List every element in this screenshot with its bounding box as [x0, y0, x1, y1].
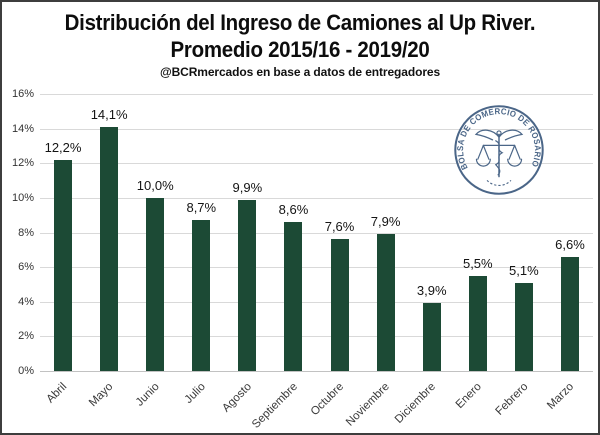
bar-febrero: [514, 282, 533, 371]
bar-abril: [54, 159, 73, 371]
y-axis-tick-label: 10%: [11, 191, 34, 204]
bar-value-label: 8,6%: [278, 202, 309, 218]
bcr-rosario-seal-logo: BOLSA DE COMERCIO DE ROSARIO: [453, 104, 545, 196]
gridline: [40, 94, 593, 95]
bar-marzo: [560, 256, 579, 371]
y-axis-tick-label: 8%: [18, 226, 34, 239]
gridline: [40, 163, 593, 165]
bar-diciembre: [422, 303, 441, 371]
seal-bottom-ornament: [486, 179, 512, 187]
y-axis-tick-label: 16%: [11, 88, 34, 100]
y-axis-tick-label: 0%: [18, 365, 34, 377]
bar-septiembre: [284, 222, 303, 371]
x-axis-label: Julio: [182, 380, 208, 406]
y-axis-tick-label: 2%: [18, 330, 34, 343]
x-axis-label: Abril: [44, 380, 70, 406]
bar-value-label: 12,2%: [44, 139, 82, 155]
x-axis-label: Octubre: [308, 380, 346, 419]
y-axis-tick-label: 6%: [18, 261, 34, 274]
x-axis-label: Febrero: [493, 380, 531, 418]
scales-icon: [475, 144, 523, 167]
x-axis-label: Septiembre: [249, 380, 300, 431]
bar-value-label: 14,1%: [90, 106, 128, 122]
bar-value-label: 6,6%: [555, 236, 585, 252]
bar-julio: [192, 220, 211, 371]
gridline: [40, 371, 593, 372]
y-axis-tick-label: 12%: [11, 157, 34, 170]
bar-mayo: [100, 126, 119, 371]
x-axis-label: Mayo: [86, 380, 116, 410]
x-axis-label: Diciembre: [392, 380, 438, 426]
chart-header: Distribución del Ingreso de Camiones al …: [2, 9, 598, 79]
x-axis-label: Junio: [133, 380, 162, 409]
y-axis-tick-label: 14%: [11, 122, 34, 135]
bar-value-label: 5,1%: [509, 262, 539, 278]
chart-title-line2: Promedio 2015/16 - 2019/20: [170, 37, 430, 62]
chart-title-line1: Distribución del Ingreso de Camiones al …: [64, 10, 536, 35]
x-axis-label: Marzo: [545, 380, 577, 412]
bar-value-label: 7,6%: [324, 219, 355, 235]
bar-noviembre: [376, 234, 395, 371]
x-axis-label: Agosto: [219, 380, 254, 415]
gridline: [40, 336, 593, 338]
bar-value-label: 3,9%: [416, 283, 447, 299]
gridline: [40, 128, 593, 130]
gridline: [40, 267, 593, 269]
gridline: [40, 301, 593, 303]
seal-icon: BOLSA DE COMERCIO DE ROSARIO: [454, 105, 544, 195]
gridline: [40, 232, 593, 234]
caduceus-icon: [474, 129, 524, 178]
chart-subtitle: @BCRmercados en base a datos de entregad…: [159, 65, 441, 79]
x-axis-label: Enero: [453, 380, 485, 411]
bar-value-label: 9,9%: [232, 179, 263, 195]
y-axis-tick-label: 4%: [18, 295, 34, 308]
bar-value-label: 8,7%: [186, 200, 217, 216]
bar-junio: [146, 197, 165, 371]
bar-value-label: 10,0%: [136, 177, 174, 193]
bar-agosto: [238, 199, 257, 371]
gridline: [40, 197, 593, 199]
x-axis-label: Noviembre: [344, 380, 392, 429]
bar-value-label: 7,9%: [370, 214, 401, 230]
bar-enero: [468, 275, 487, 371]
bar-octubre: [330, 239, 349, 371]
bar-value-label: 5,5%: [462, 255, 493, 271]
